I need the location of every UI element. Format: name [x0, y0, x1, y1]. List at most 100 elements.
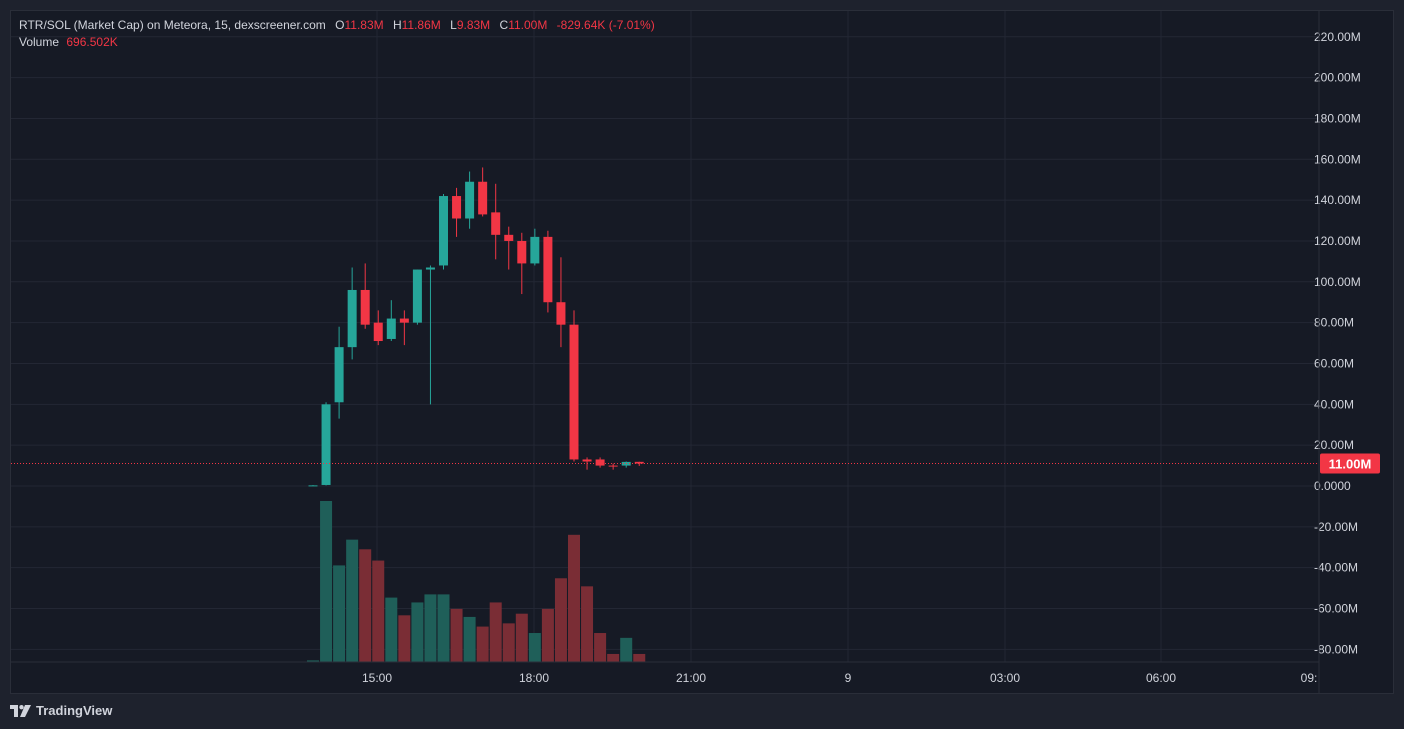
legend-title-row: RTR/SOL (Market Cap) on Meteora, 15, dex…: [19, 17, 655, 34]
chart-frame[interactable]: 11.00M 220.00M 200.00M 180.00M 160.00M 140.0…: [10, 10, 1394, 694]
volume-bar: [528, 633, 541, 662]
x-tick-label: 06:00: [1146, 671, 1176, 685]
candle-body: [556, 302, 566, 325]
candle-body: [386, 318, 396, 339]
x-tick-label: 03:00: [990, 671, 1020, 685]
volume-bar: [515, 613, 528, 662]
candle-body: [608, 465, 618, 467]
candle-body: [425, 267, 435, 270]
last-price-label: 11.00M: [1329, 457, 1372, 472]
close-label: C: [499, 18, 509, 32]
x-tick-label: 15:00: [362, 671, 392, 685]
y-tick-label: 0.0000: [1314, 479, 1351, 493]
volume-bar: [333, 565, 346, 662]
volume-bar: [607, 653, 620, 662]
volume-bar: [372, 560, 385, 662]
x-tick-label: 18:00: [519, 671, 549, 685]
y-tick-label: 220.00M: [1314, 30, 1361, 44]
volume-bar: [398, 615, 411, 662]
chart-canvas[interactable]: 11.00M 220.00M 200.00M 180.00M 160.00M 140.0…: [11, 11, 1393, 693]
y-tick-label: 20.00M: [1314, 438, 1354, 452]
y-tick-label: -40.00M: [1314, 561, 1358, 575]
candle-body: [504, 234, 514, 241]
open-label: O: [335, 18, 345, 32]
x-tick-label: 21:00: [676, 671, 706, 685]
candle-body: [569, 324, 579, 460]
candle-body: [478, 181, 488, 215]
high-label: H: [392, 18, 402, 32]
chart-title: RTR/SOL (Market Cap) on Meteora, 15, dex…: [19, 18, 326, 32]
volume-bar: [437, 594, 450, 662]
brand-name: TradingView: [36, 703, 113, 718]
change-value: -829.64K (-7.01%): [556, 18, 655, 32]
volume-bar: [581, 586, 594, 662]
volume-bar: [385, 597, 398, 662]
candle-body: [360, 289, 370, 325]
y-tick-label: 200.00M: [1314, 71, 1361, 85]
candle-body: [517, 240, 527, 264]
candle-body: [491, 212, 501, 235]
volume-bar: [554, 578, 567, 662]
grid: [11, 11, 1319, 662]
y-tick-label: 140.00M: [1314, 193, 1361, 207]
y-tick-label: -80.00M: [1314, 642, 1358, 656]
volume-bar: [489, 602, 502, 662]
last-price-line: 11.00M: [11, 453, 1380, 474]
y-tick-label: 120.00M: [1314, 234, 1361, 248]
candle-body: [308, 485, 318, 487]
volume-bar: [463, 616, 476, 662]
volume-bar: [320, 501, 333, 662]
volume-bar: [424, 594, 437, 662]
legend-volume-row: Volume 696.502K: [19, 34, 655, 51]
high-value: 11.86M: [401, 18, 441, 32]
low-value: 9.83M: [456, 18, 491, 32]
candle-body: [452, 196, 462, 219]
volume-bar: [502, 623, 515, 662]
close-value: 11.00M: [508, 18, 548, 32]
open-value: 11.83M: [344, 18, 384, 32]
candle-body: [634, 461, 644, 464]
candle-body: [530, 236, 540, 264]
volume-bars: [307, 501, 646, 662]
x-tick-label: 09:: [1301, 671, 1318, 685]
candle-body: [347, 289, 357, 348]
footer-brand[interactable]: TradingView: [10, 703, 112, 718]
y-tick-label: -60.00M: [1314, 602, 1358, 616]
volume-bar: [411, 602, 424, 662]
low-label: L: [450, 18, 457, 32]
candle-body: [373, 322, 383, 342]
volume-bar: [476, 626, 489, 662]
y-tick-label: 40.00M: [1314, 397, 1354, 411]
candle-body: [595, 459, 605, 466]
legend: RTR/SOL (Market Cap) on Meteora, 15, dex…: [19, 17, 655, 51]
candle-body: [412, 269, 422, 323]
last-price-badge: [1320, 453, 1380, 474]
tradingview-logo-icon: [10, 704, 31, 717]
y-tick-label: 100.00M: [1314, 275, 1361, 289]
x-tick-label: 9: [845, 671, 852, 685]
volume-bar: [633, 653, 646, 662]
candle-body: [543, 236, 553, 303]
volume-bar: [541, 608, 554, 662]
candles: [308, 167, 644, 487]
candle-body: [321, 404, 331, 485]
volume-label: Volume: [19, 35, 60, 49]
volume-bar: [307, 660, 319, 662]
candle-body: [334, 347, 344, 403]
volume-bar: [594, 633, 607, 662]
candle-body: [465, 181, 475, 219]
y-tick-label: -20.00M: [1314, 520, 1358, 534]
y-tick-label: 80.00M: [1314, 316, 1354, 330]
volume-bar: [620, 637, 633, 662]
volume-bar: [568, 534, 580, 662]
y-tick-label: 160.00M: [1314, 152, 1361, 166]
candle-body: [582, 459, 592, 462]
volume-bar: [359, 549, 372, 662]
candle-body: [399, 318, 409, 323]
candle-body: [439, 196, 448, 266]
y-tick-label: 180.00M: [1314, 111, 1361, 125]
y-tick-label: 60.00M: [1314, 356, 1354, 370]
volume-bar: [450, 608, 463, 662]
axes: 220.00M 200.00M 180.00M 160.00M 140.00M 120.0…: [11, 11, 1361, 693]
volume-value: 696.502K: [66, 35, 118, 49]
